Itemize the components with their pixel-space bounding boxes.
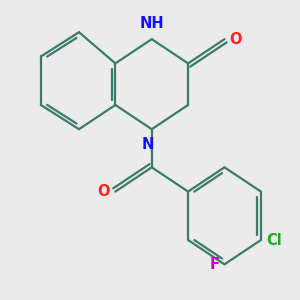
Text: Cl: Cl	[266, 232, 282, 247]
Text: NH: NH	[140, 16, 164, 32]
Text: O: O	[230, 32, 242, 47]
Text: F: F	[209, 257, 219, 272]
Text: O: O	[98, 184, 110, 199]
Text: N: N	[142, 137, 154, 152]
